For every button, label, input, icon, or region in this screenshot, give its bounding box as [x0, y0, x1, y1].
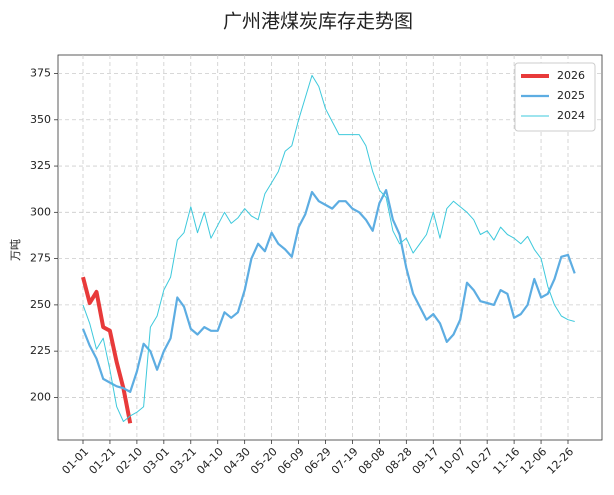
legend-label: 2026	[557, 69, 585, 82]
x-tick-label: 04-10	[194, 445, 226, 477]
y-tick-label: 350	[30, 113, 51, 126]
y-tick-label: 275	[30, 252, 51, 265]
y-axis-label: 万吨	[9, 239, 22, 261]
y-tick-label: 300	[30, 205, 51, 218]
x-tick-label: 12-06	[518, 445, 550, 477]
series-line	[81, 189, 576, 393]
y-tick-label: 250	[30, 298, 51, 311]
x-tick-label: 07-19	[329, 445, 361, 477]
x-tick-label: 03-01	[140, 445, 172, 477]
y-tick-label: 375	[30, 67, 51, 80]
x-tick-label: 10-07	[437, 445, 469, 477]
x-tick-label: 11-16	[491, 445, 523, 477]
y-tick-label: 225	[30, 344, 51, 357]
x-tick-label: 04-30	[221, 445, 253, 477]
series-line	[82, 74, 575, 422]
series-line	[81, 276, 133, 424]
x-tick-label: 09-17	[410, 445, 442, 477]
x-tick-label: 08-28	[383, 445, 415, 477]
x-tick-label: 06-29	[302, 445, 334, 477]
plot-frame	[57, 54, 603, 441]
x-tick-label: 08-08	[356, 445, 388, 477]
y-tick-label: 200	[30, 390, 51, 403]
x-tick-label: 06-09	[275, 445, 307, 477]
legend-label: 2025	[557, 89, 585, 102]
x-tick-label: 12-26	[544, 445, 576, 477]
x-tick-label: 01-01	[59, 445, 91, 477]
x-tick-label: 01-21	[86, 445, 118, 477]
x-tick-label: 03-21	[167, 445, 199, 477]
chart-title: 广州港煤炭库存走势图	[223, 11, 413, 33]
x-tick-label: 10-27	[464, 445, 496, 477]
x-tick-label: 05-20	[248, 445, 280, 477]
legend-label: 2024	[557, 109, 585, 122]
y-tick-label: 325	[30, 159, 51, 172]
x-tick-label: 02-10	[113, 445, 145, 477]
legend-box	[514, 62, 596, 132]
